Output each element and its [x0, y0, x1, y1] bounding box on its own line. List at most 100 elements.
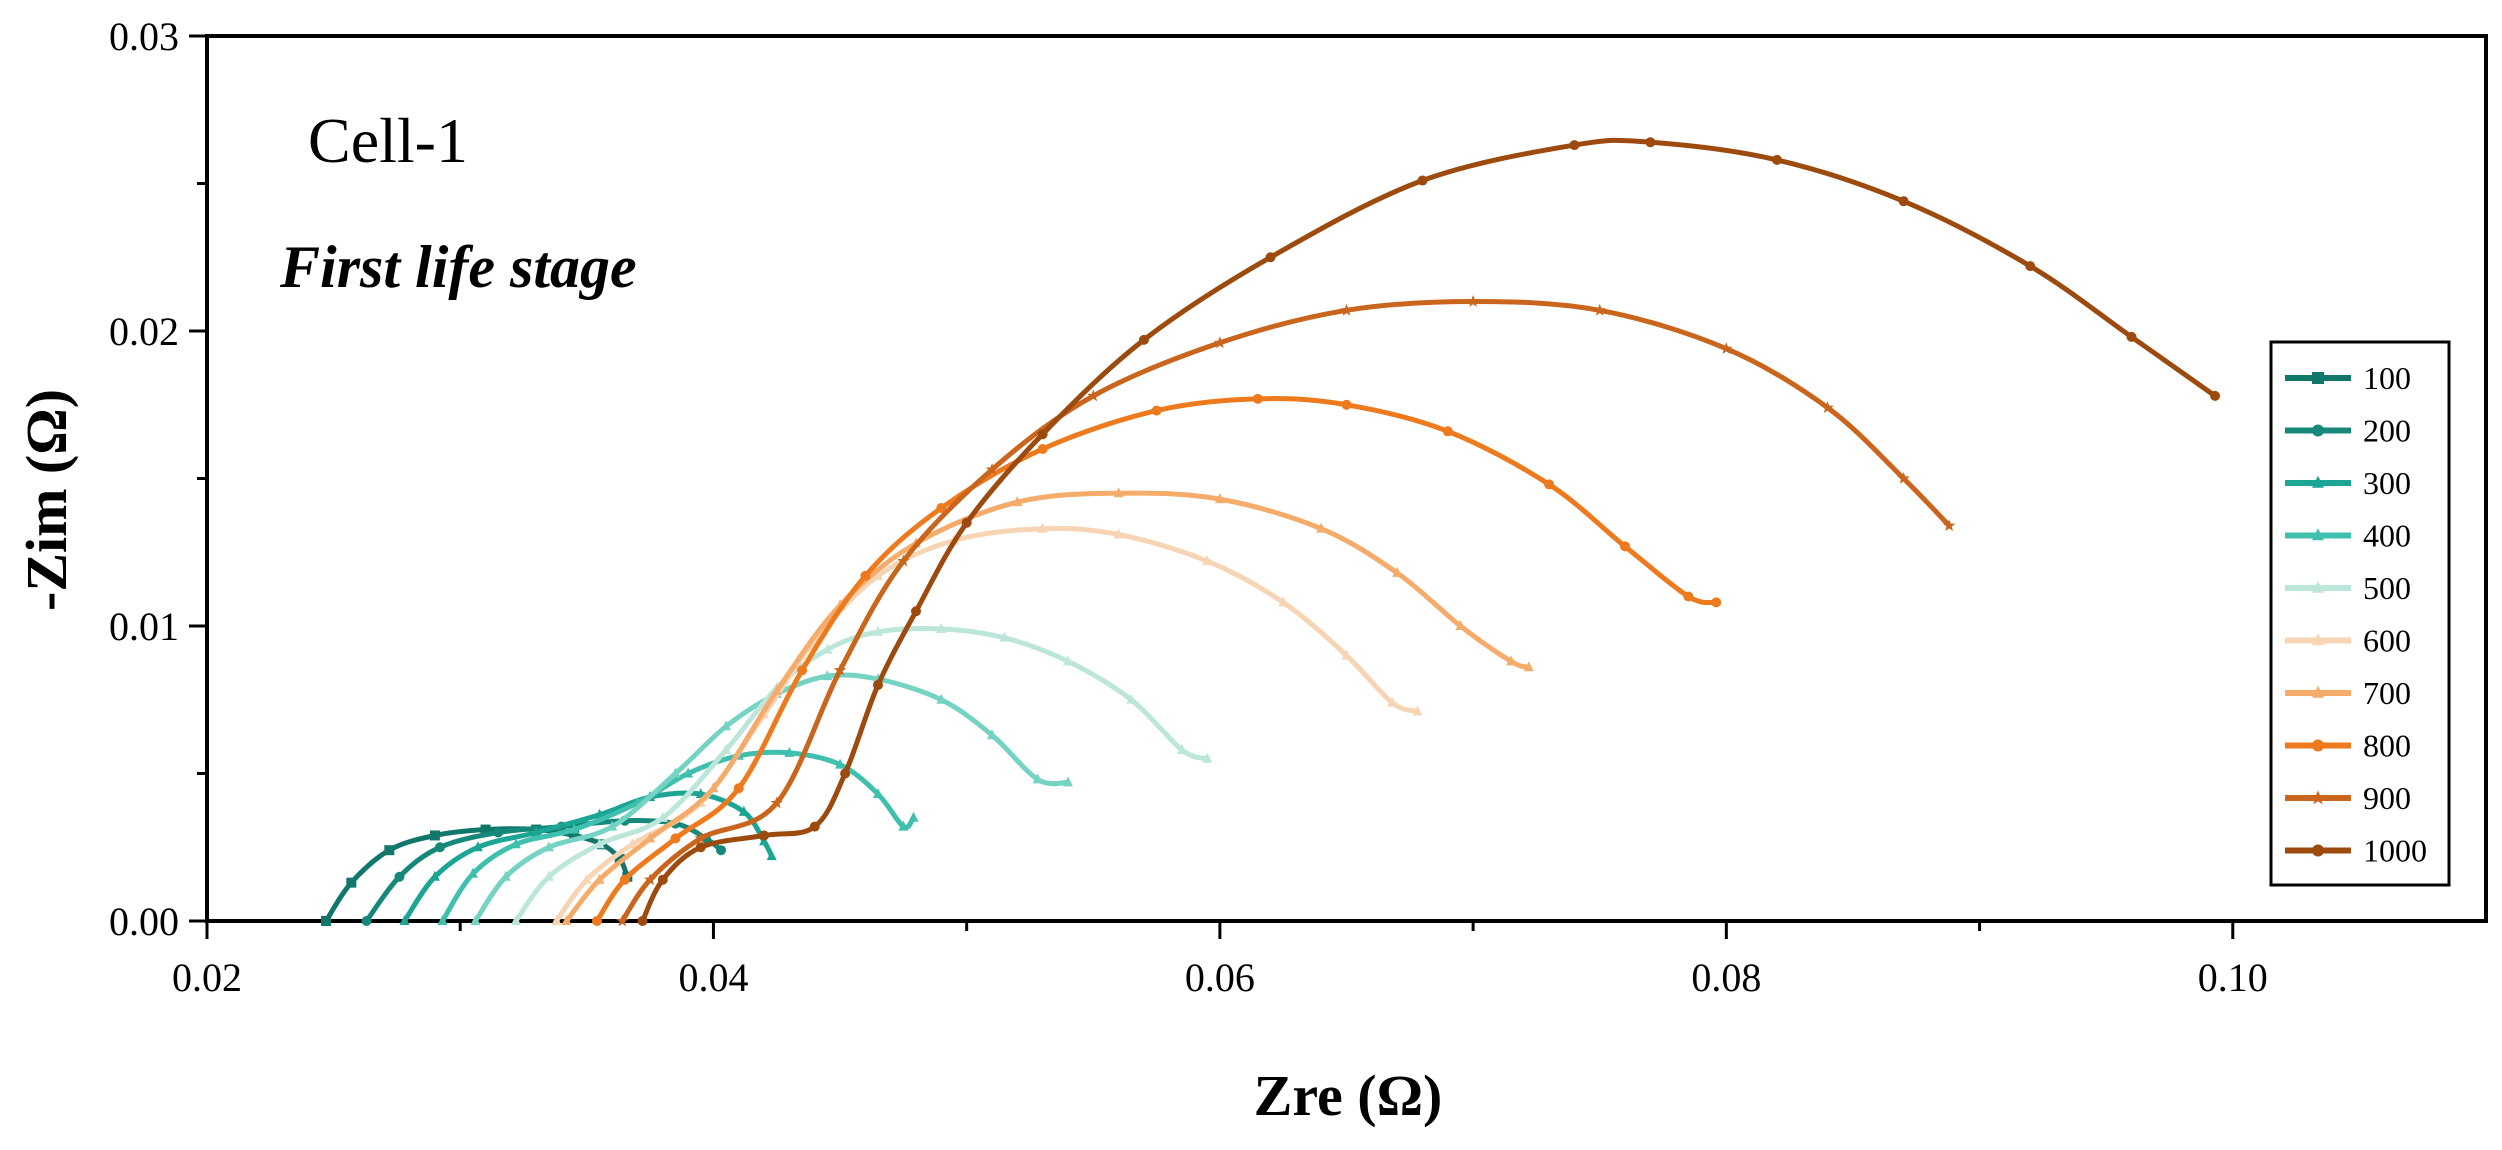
legend-marker	[2312, 424, 2324, 437]
data-point	[985, 463, 999, 475]
data-point	[840, 768, 851, 779]
legend-item-800: 800	[2285, 728, 2411, 764]
series-layer	[321, 137, 2221, 927]
legend-label: 700	[2363, 675, 2411, 711]
data-point	[1943, 519, 1956, 531]
data-point	[1683, 591, 1694, 602]
series-300	[399, 788, 777, 925]
data-point	[771, 684, 782, 695]
data-point	[1466, 295, 1480, 307]
data-point	[770, 796, 783, 809]
series-line-800	[594, 396, 1719, 924]
data-point	[809, 821, 820, 832]
data-point	[569, 823, 580, 834]
legend-marker	[2312, 633, 2324, 646]
legend-item-600: 600	[2285, 623, 2411, 659]
data-point	[683, 767, 694, 778]
data-point	[472, 841, 483, 852]
data-point	[1620, 541, 1631, 552]
data-point	[936, 622, 947, 633]
data-point	[738, 805, 749, 816]
plot-border	[205, 34, 2488, 923]
legend-item-200: 200	[2285, 413, 2411, 449]
data-point	[759, 830, 770, 841]
data-point	[784, 746, 795, 757]
data-point	[2025, 261, 2036, 272]
legend-label: 1000	[2363, 833, 2427, 869]
y-tick-label: 0.03	[109, 14, 179, 59]
data-point	[543, 870, 554, 881]
data-point	[1265, 252, 1276, 263]
data-point	[594, 873, 605, 884]
data-point	[1214, 493, 1225, 504]
data-point	[657, 811, 668, 822]
x-axis-title: Zre (Ω)	[1254, 1063, 1443, 1128]
legend-marker	[2312, 372, 2324, 384]
data-point	[399, 915, 410, 925]
series-line-900	[619, 299, 1952, 924]
data-point	[721, 720, 732, 731]
series-500	[470, 670, 1073, 925]
data-point	[1202, 752, 1213, 763]
data-point	[1037, 444, 1048, 454]
legend-label: 400	[2363, 518, 2411, 554]
data-point	[437, 915, 448, 925]
data-point	[644, 873, 657, 885]
data-point	[510, 838, 521, 849]
data-point	[708, 782, 719, 793]
data-point	[716, 845, 727, 856]
data-point	[1506, 655, 1517, 666]
legend-label: 300	[2363, 465, 2411, 501]
series-100	[321, 824, 633, 926]
y-tick-label: 0.01	[109, 604, 179, 649]
ticks-layer: 0.02 0.04 0.06 0.08 0.10 0.00 0.01 0.02 0.03	[109, 14, 2268, 1000]
legend-item-400: 400	[2285, 518, 2411, 554]
data-point	[898, 820, 909, 831]
series-line-300	[402, 790, 775, 924]
legend-item-500: 500	[2285, 570, 2411, 606]
series-700	[561, 487, 1534, 925]
data-point	[1523, 661, 1534, 672]
legend-item-300: 300	[2285, 465, 2411, 501]
data-point	[1032, 773, 1043, 784]
data-point	[695, 842, 706, 853]
data-point	[999, 631, 1010, 642]
y-tick-label: 0.00	[109, 899, 179, 944]
data-point	[911, 606, 922, 617]
series-line-100	[323, 826, 630, 924]
data-point	[1720, 342, 1733, 354]
data-point	[1341, 399, 1352, 410]
data-point	[1897, 472, 1910, 484]
data-point	[1278, 596, 1289, 607]
legend-label: 200	[2363, 413, 2411, 449]
series-900	[616, 295, 1956, 927]
data-point	[1417, 175, 1428, 186]
data-point	[1898, 196, 1909, 207]
series-600	[551, 522, 1423, 925]
data-point	[616, 914, 629, 927]
legend-marker	[2312, 528, 2324, 541]
data-point	[670, 767, 681, 778]
y-axis-title: -Zim (Ω)	[14, 389, 79, 611]
legend-item-900: 900	[2285, 780, 2411, 816]
data-point	[531, 826, 542, 837]
data-point	[1126, 693, 1137, 704]
data-point	[986, 729, 997, 740]
data-point	[569, 830, 580, 841]
data-point	[384, 845, 395, 856]
data-point	[766, 850, 777, 861]
data-point	[470, 915, 481, 925]
data-point	[581, 873, 592, 884]
data-point	[873, 788, 884, 799]
data-point	[346, 877, 357, 888]
series-line-500	[472, 672, 1071, 924]
x-tick-label: 0.02	[172, 955, 242, 1000]
legend: 100 200 300 400 500 600 700 800 900 1000	[2269, 340, 2451, 887]
data-point	[594, 838, 605, 849]
data-point	[645, 832, 656, 843]
series-line-1000	[640, 137, 2218, 924]
data-point	[1037, 429, 1048, 440]
legend-marker	[2312, 844, 2324, 857]
data-point	[429, 830, 440, 841]
